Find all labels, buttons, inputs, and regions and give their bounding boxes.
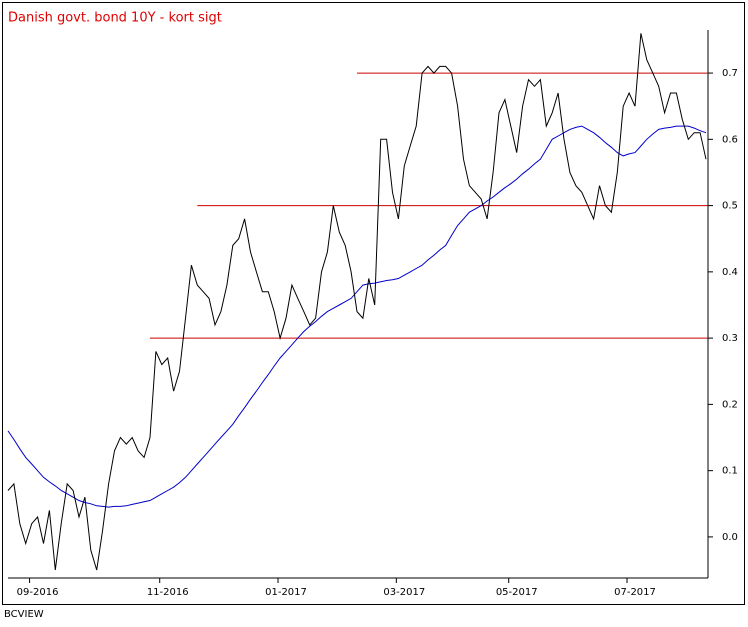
x-tick-label: 05-2017 — [496, 587, 538, 598]
y-tick-label: 0.7 — [722, 68, 738, 79]
x-tick-label: 07-2017 — [614, 587, 656, 598]
x-tick-label: 09-2016 — [17, 587, 59, 598]
x-tick-label: 01-2017 — [265, 587, 307, 598]
y-tick-label: 0.2 — [722, 399, 738, 410]
series-line — [7, 33, 707, 571]
x-tick-label: 03-2017 — [383, 587, 425, 598]
chart-title: Danish govt. bond 10Y - kort sigt — [8, 11, 222, 26]
y-tick-label: 0.1 — [722, 466, 738, 477]
footer: BCVIEW — [4, 609, 44, 620]
y-tick-label: 0.3 — [722, 333, 738, 344]
series-line — [7, 125, 707, 508]
chart-frame — [2, 2, 745, 605]
y-tick-label: 0.5 — [722, 201, 738, 212]
y-tick-label: 0.6 — [722, 134, 738, 145]
x-tick-label: 11-2016 — [147, 587, 189, 598]
y-tick-label: 0.4 — [722, 267, 738, 278]
y-tick-label: 0.0 — [722, 532, 738, 543]
